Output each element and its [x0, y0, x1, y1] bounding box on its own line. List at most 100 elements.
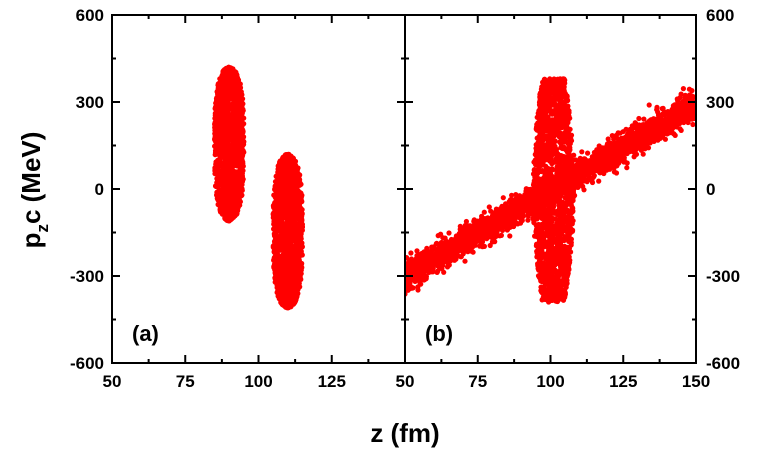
cluster-0-point: [237, 141, 244, 147]
cluster-0-point: [235, 121, 241, 127]
cluster-1-point: [298, 263, 304, 269]
band-point: [413, 258, 419, 264]
cluster-1-point: [278, 214, 285, 220]
y-axis-title: pzc (MeV): [16, 132, 52, 249]
cluster-1-point: [272, 240, 278, 246]
cluster-0-point: [218, 75, 224, 81]
cluster-0-point: [240, 152, 246, 158]
band-point: [596, 178, 602, 184]
cluster-0-point: [220, 71, 226, 77]
cluster-1-point: [289, 270, 295, 276]
cluster-1-point: [290, 301, 296, 307]
cluster-1-point: [283, 225, 290, 231]
cluster-0-point: [214, 172, 221, 178]
cluster-0-point: [226, 217, 232, 223]
cluster-0-point: [233, 178, 239, 184]
cluster-0-point: [227, 113, 233, 119]
cluster-0-point: [223, 192, 229, 199]
cluster-0-point: [213, 108, 219, 114]
cluster-0-point: [216, 98, 222, 104]
cluster-0-point: [230, 107, 236, 113]
cluster-0-point: [225, 206, 231, 212]
cluster-0-point: [240, 130, 246, 136]
band-point: [591, 173, 597, 179]
cluster-0-point: [217, 129, 223, 136]
cluster-0-point: [233, 192, 239, 198]
cluster-1-point: [295, 221, 301, 227]
cluster-1-point: [277, 180, 283, 186]
band-point: [446, 230, 452, 236]
cluster-1-point: [296, 199, 302, 205]
cluster-0-point: [223, 77, 229, 83]
cluster-0-point: [230, 205, 236, 212]
cluster-0-point: [218, 178, 224, 184]
cluster-1-point: [294, 183, 301, 189]
cluster-1-point: [279, 173, 285, 179]
cluster-0-point: [234, 85, 240, 91]
cluster-0-point: [235, 116, 241, 123]
cluster-1-point: [289, 280, 295, 286]
cluster-1-point: [276, 220, 282, 227]
x-tick-label: 125: [318, 372, 346, 391]
band-point: [621, 159, 627, 165]
cluster-1-point: [273, 223, 279, 229]
band-point: [689, 88, 695, 94]
cluster-1-point: [290, 202, 296, 208]
cluster-1-point: [275, 244, 281, 250]
cluster-1-point: [271, 231, 277, 237]
cluster-0-point: [212, 143, 218, 149]
band-point: [631, 154, 637, 160]
cluster-1-point: [281, 199, 287, 205]
cluster-1-point: [287, 252, 294, 258]
band-point: [678, 91, 684, 97]
cluster-1-point: [292, 168, 298, 174]
band-point: [462, 258, 468, 264]
cluster-1-point: [277, 291, 283, 298]
band-point: [488, 234, 494, 240]
cluster-1-point: [271, 211, 277, 217]
cluster-1-point: [295, 173, 302, 179]
y-axis-title-main: p: [16, 233, 46, 249]
scatter-points: [405, 76, 696, 305]
cluster-0-point: [230, 186, 236, 192]
band-point: [434, 269, 440, 275]
band-point: [509, 192, 515, 198]
y-tick-label: 300: [76, 93, 104, 112]
cluster-0-point: [221, 98, 227, 104]
panel-label: (a): [132, 321, 159, 346]
cluster-0-point: [220, 89, 227, 95]
cluster-1-point: [270, 244, 276, 250]
cluster-1-point: [275, 166, 281, 172]
band-point: [507, 233, 513, 239]
cluster-1-point: [285, 212, 291, 218]
cluster-0-point: [222, 159, 228, 166]
band-point: [641, 116, 647, 122]
cluster-1-point: [298, 267, 304, 273]
cluster-1-point: [274, 275, 280, 281]
cluster-0-point: [216, 140, 223, 146]
cluster-1-point: [296, 211, 303, 217]
cluster-1-point: [287, 154, 293, 160]
cluster-1-point: [284, 208, 291, 214]
band-point: [435, 233, 441, 239]
cluster-1-point: [292, 265, 298, 271]
cluster-1-point: [296, 204, 302, 210]
cluster-1-point: [281, 302, 287, 308]
cluster-0-point: [220, 185, 227, 191]
y-axis-title-rest: c (MeV): [16, 132, 46, 224]
cluster-0-point: [232, 128, 238, 134]
cluster-1-point: [284, 282, 290, 288]
cluster-1-point: [286, 191, 293, 197]
cluster-0-point: [226, 144, 232, 150]
band-point: [618, 135, 624, 141]
band-point: [613, 170, 620, 176]
cluster-0-point: [231, 82, 237, 88]
scatter-points: [212, 64, 305, 311]
cluster-1-point: [290, 297, 296, 303]
band-point: [433, 241, 439, 247]
cluster-1-point: [296, 284, 302, 290]
cluster-0-point: [225, 124, 231, 130]
cluster-1-point: [272, 204, 278, 210]
cluster-1-point: [281, 154, 287, 160]
